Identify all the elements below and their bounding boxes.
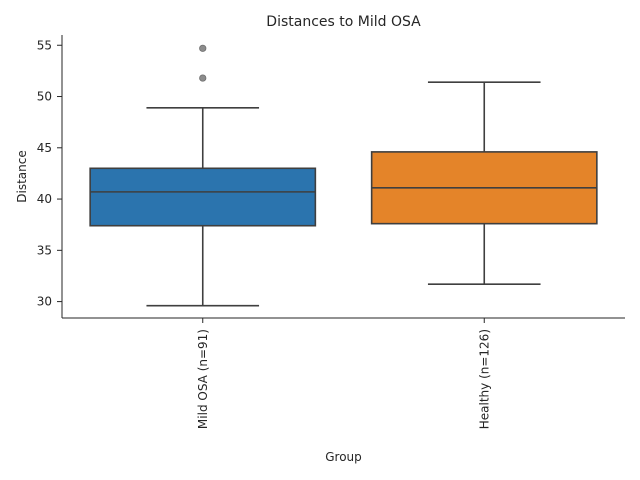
y-tick-label: 55 xyxy=(37,38,52,52)
box-0 xyxy=(89,44,317,307)
y-tick-label: 45 xyxy=(37,141,52,155)
y-axis-label: Distance xyxy=(15,150,29,202)
x-axis-ticks: Mild OSA (n=91) Healthy (n=126) xyxy=(196,318,491,429)
y-axis-ticks: 30 35 40 45 50 55 xyxy=(37,38,62,309)
x-tick-label: Healthy (n=126) xyxy=(477,329,491,429)
x-tick-label: Mild OSA (n=91) xyxy=(196,329,210,429)
outlier-point xyxy=(199,74,207,82)
y-tick-label: 30 xyxy=(37,295,52,309)
outlier-point xyxy=(199,44,207,52)
box-1 xyxy=(370,81,598,285)
x-axis-label: Group xyxy=(325,450,362,464)
y-tick-label: 35 xyxy=(37,243,52,257)
y-tick-label: 40 xyxy=(37,192,52,206)
chart-title: Distances to Mild OSA xyxy=(266,14,421,30)
plot-area xyxy=(89,44,598,307)
iqr-box xyxy=(89,167,317,227)
y-tick-label: 50 xyxy=(37,90,52,104)
